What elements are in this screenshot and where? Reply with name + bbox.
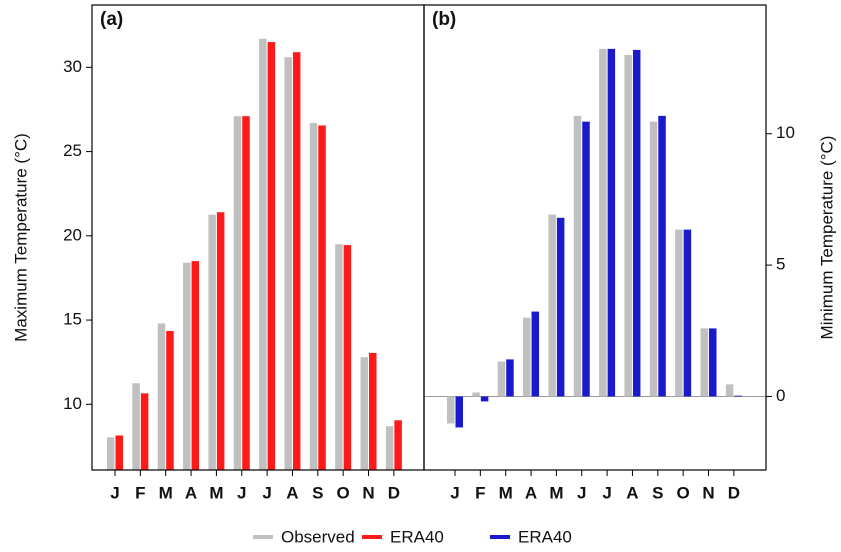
x-tick-label: J [110,483,119,502]
x-tick-label: S [652,483,663,502]
bar [548,214,556,397]
legend-label: Observed [281,527,355,546]
x-tick-label: M [209,483,223,502]
bar [599,48,607,397]
bar [107,437,115,470]
x-tick-label: M [499,483,513,502]
bar [497,361,506,397]
y-tick-label: 20 [63,225,82,244]
y-tick-label: 25 [63,141,82,160]
bar [140,393,149,470]
x-tick-label: S [312,483,323,502]
bar [523,317,531,397]
x-tick-label: J [262,483,271,502]
bar [709,328,717,397]
x-tick-label: N [702,483,714,502]
legend-label: ERA40 [518,527,572,546]
bar [242,116,250,471]
x-tick-label: J [577,483,586,502]
y-tick-label: 30 [63,57,82,76]
panel-label: (a) [100,9,123,30]
x-tick-label: M [159,483,173,502]
bar [700,328,708,397]
panel-label: (b) [432,9,456,30]
bar [480,396,489,402]
bar [284,57,292,470]
x-tick-label: F [135,483,145,502]
bar [132,383,140,470]
bar [556,217,565,397]
bar [191,261,200,470]
x-tick-label: O [677,483,690,502]
x-tick-label: J [237,483,246,502]
bar [157,323,166,470]
bar [624,54,632,397]
bar [369,352,377,470]
bar [658,115,666,397]
bar [506,359,514,397]
bar [335,244,343,470]
bar [607,48,616,397]
bar [394,420,402,470]
legend-label: ERA40 [390,527,444,546]
x-tick-label: F [475,483,485,502]
x-tick-label: A [525,483,537,502]
x-tick-label: A [626,483,638,502]
bar [455,396,463,428]
bar [531,311,540,397]
x-tick-label: N [362,483,374,502]
bar [632,49,641,397]
bar [166,331,174,470]
bar [115,435,123,470]
bar [734,395,742,397]
y-axis-label: Maximum Temperature (°C) [11,133,30,342]
bar [725,384,734,397]
bar [675,229,683,397]
y-tick-label: 10 [776,123,795,142]
bar [472,392,480,397]
x-tick-label: J [450,483,459,502]
bar [447,396,455,424]
bar [233,116,242,471]
bar [385,426,394,470]
y-tick-label: 15 [63,310,82,329]
bar [259,38,267,471]
bar [582,121,590,397]
bar [292,52,301,470]
x-tick-label: D [728,483,740,502]
bar [309,122,318,470]
y-tick-label: 5 [776,255,785,274]
plot-frame [423,4,767,471]
x-tick-label: D [388,483,400,502]
bar [360,357,368,470]
bar [208,214,216,470]
bar [343,245,352,470]
y-tick-label: 0 [776,386,785,405]
x-tick-label: J [602,483,611,502]
bar [683,229,692,397]
x-tick-label: A [185,483,197,502]
y-tick-label: 10 [63,394,82,413]
x-tick-label: M [549,483,563,502]
bar [267,42,276,470]
bar [183,262,191,470]
bar [216,212,225,470]
bar [318,125,326,470]
x-tick-label: O [337,483,350,502]
bar [649,121,658,397]
x-tick-label: A [286,483,298,502]
bar [573,115,582,397]
y-axis-label: Minimum Temperature (°C) [817,136,836,340]
